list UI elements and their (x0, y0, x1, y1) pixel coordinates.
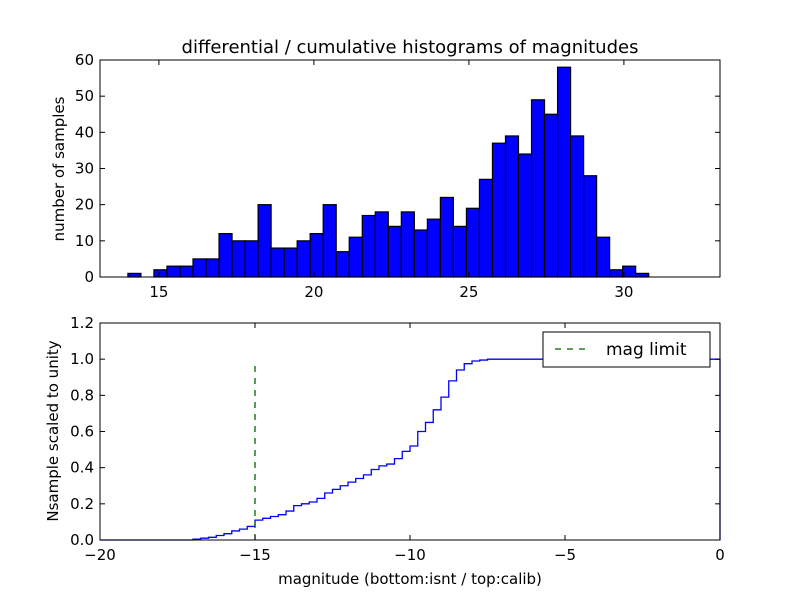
top-x-tick-label: 20 (304, 283, 323, 301)
histogram-bar (387, 225, 402, 278)
bottom-y-tick-label: 0.8 (70, 386, 94, 404)
histogram-bar (635, 272, 650, 278)
bottom-y-tick-label: 0.4 (70, 459, 94, 477)
histogram-bar (517, 153, 533, 278)
top-y-tick-label: 30 (75, 160, 94, 178)
bottom-x-tick-label: −20 (84, 546, 116, 564)
histogram-bar (231, 240, 246, 278)
top-y-tick-label: 10 (75, 232, 94, 250)
top-y-axis-label: number of samples (50, 96, 68, 241)
histogram-bar (348, 236, 363, 278)
histogram-bar (192, 258, 207, 278)
histogram-bar (556, 66, 572, 278)
histogram-bar (244, 240, 259, 278)
bottom-y-tick-label: 1.0 (70, 350, 94, 368)
histogram-bar (309, 233, 324, 278)
bottom-x-tick-label: −15 (239, 546, 271, 564)
bottom-y-tick-label: 0.6 (70, 423, 94, 441)
histogram-bar (205, 258, 220, 278)
histogram-bar (413, 229, 428, 278)
histogram-bar (270, 247, 285, 278)
bottom-x-tick-label: −10 (394, 546, 426, 564)
bottom-y-axis-label: Nsample scaled to unity (44, 340, 62, 521)
histogram-bar (465, 207, 481, 278)
histogram-bar (166, 265, 181, 278)
legend-mag-limit-label: mag limit (606, 340, 687, 360)
histogram-bar (322, 204, 337, 278)
top-y-tick-label: 60 (75, 51, 94, 69)
histogram-bar (504, 135, 520, 278)
bottom-y-tick-label: 1.2 (70, 314, 94, 332)
bottom-y-tick-label: 0.0 (70, 531, 94, 549)
histogram-bar (218, 233, 233, 278)
histogram-bar (478, 178, 494, 278)
histogram-bar (296, 240, 311, 278)
histogram-bar (530, 99, 546, 278)
chart-title: differential / cumulative histograms of … (182, 37, 639, 58)
histogram-bar (596, 236, 611, 278)
histogram-bar (582, 175, 598, 278)
top-y-tick-label: 20 (75, 196, 94, 214)
histogram-bar (257, 204, 272, 278)
top-x-tick-label: 25 (459, 283, 478, 301)
histogram-bar (452, 225, 468, 278)
histogram-bar (400, 211, 415, 278)
histogram-bar (543, 113, 559, 278)
top-y-tick-label: 0 (84, 268, 94, 286)
histogram-bar (622, 265, 637, 278)
histogram-bar (335, 251, 350, 278)
histogram-bar (283, 247, 298, 278)
histogram-bar (179, 265, 194, 278)
bottom-y-tick-label: 0.2 (70, 495, 94, 513)
cumulative-step-line (100, 358, 721, 541)
bottom-x-axis-label: magnitude (bottom:isnt / top:calib) (278, 570, 542, 588)
bottom-x-tick-label: 0 (715, 546, 725, 564)
histogram-bar (361, 214, 376, 278)
histogram-bar (153, 269, 168, 278)
top-x-tick-label: 15 (149, 283, 168, 301)
histogram-bar (569, 135, 585, 278)
histogram-bar (491, 142, 507, 278)
top-y-tick-label: 50 (75, 87, 94, 105)
histogram-bar (426, 218, 441, 278)
legend: mag limit (542, 331, 711, 368)
histogram-bar (127, 272, 142, 278)
top-x-tick-label: 30 (614, 283, 633, 301)
histogram-bar (609, 269, 624, 278)
top-y-tick-label: 40 (75, 123, 94, 141)
histogram-bar (374, 211, 389, 278)
bottom-x-tick-label: −5 (554, 546, 576, 564)
histogram-bar (439, 196, 455, 278)
